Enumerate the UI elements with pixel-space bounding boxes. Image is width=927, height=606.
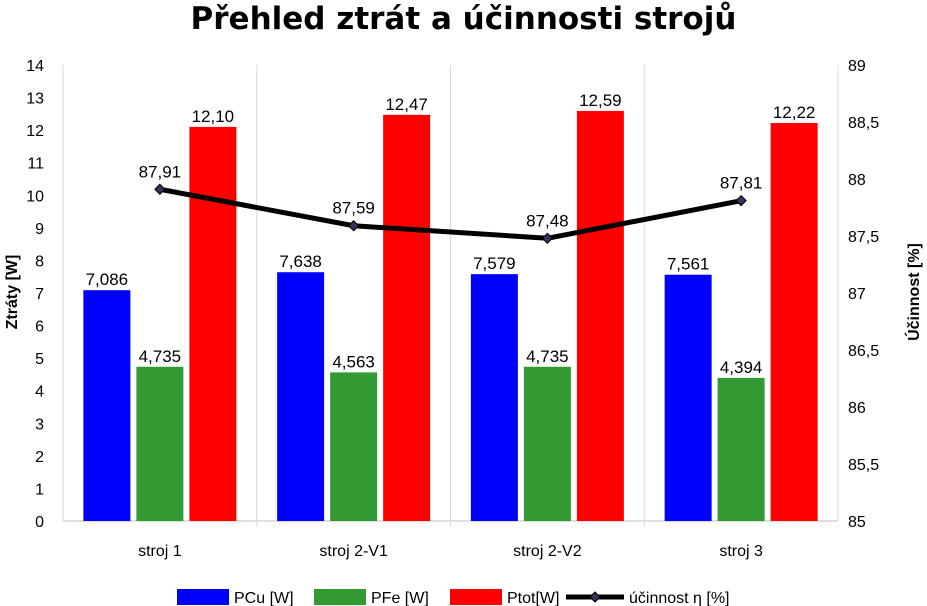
y-tick-label: 13: [26, 91, 44, 108]
bar: [277, 272, 325, 521]
y-tick-label: 8: [35, 253, 44, 270]
efficiency-line-path: [159, 186, 742, 241]
efficiency-point: [541, 232, 554, 244]
bar: [383, 114, 431, 521]
efficiency-data-label: 87,48: [526, 211, 569, 230]
legend-swatch: [450, 589, 502, 605]
chart-title: Přehled ztrát a účinnosti strojů: [190, 1, 737, 37]
y2-tick-label: 86,5: [848, 343, 879, 360]
y2-tick-label: 87,5: [848, 229, 879, 246]
y2-tick-label: 87: [848, 286, 866, 303]
y2-tick-label: 88: [848, 172, 866, 189]
bar: [523, 366, 571, 521]
x-axis-ticks: stroj 1 stroj 2-V1 stroj 2-V2 stroj 3: [138, 543, 763, 560]
y2-tick-label: 88,5: [848, 115, 879, 132]
bar-data-label: 12,22: [773, 103, 816, 122]
legend-item: účinnost η [%]: [566, 590, 730, 606]
bar-data-label: 12,10: [192, 107, 235, 126]
legend-item: PFe [W]: [314, 589, 429, 606]
bar: [83, 290, 131, 521]
x-tick-label: stroj 3: [719, 543, 763, 560]
data-labels: 7,086 4,735 12,10 7,638 4,563 12,47 7,579 4,735…: [86, 91, 816, 377]
bar-data-label: 7,086: [86, 270, 129, 289]
legend-item: PCu [W]: [177, 589, 294, 606]
y2-tick-label: 85: [848, 514, 866, 531]
legend: PCu [W] PFe [W] Ptot[W] účinnost η [%]: [177, 589, 730, 606]
legend-label: účinnost η [%]: [629, 590, 730, 606]
bar-data-label: 4,735: [139, 347, 182, 366]
y-tick-label: 12: [26, 123, 44, 140]
bar-data-label: 4,394: [720, 358, 763, 377]
legend-swatch: [314, 589, 366, 605]
y-tick-label: 11: [27, 156, 44, 173]
bar: [770, 122, 818, 521]
y-tick-label: 1: [35, 481, 44, 498]
y-tick-label: 14: [26, 58, 44, 75]
y2-tick-label: 89: [848, 58, 866, 75]
bar-data-label: 4,563: [332, 352, 375, 371]
bar-data-label: 7,638: [279, 252, 322, 271]
y2-tick-label: 85,5: [848, 457, 879, 474]
y-tick-label: 3: [35, 416, 44, 433]
y-tick-label: 6: [35, 319, 44, 336]
legend-label: Ptot[W]: [507, 590, 559, 606]
bar-data-label: 7,579: [473, 254, 516, 273]
efficiency-data-label: 87,91: [139, 162, 182, 181]
x-tick-label: stroj 1: [138, 543, 182, 560]
efficiency-point: [735, 194, 747, 207]
bar: [717, 377, 765, 521]
y-tick-label: 10: [26, 188, 44, 205]
y2-tick-label: 86: [848, 400, 866, 417]
bar: [136, 366, 184, 521]
efficiency-line: [154, 183, 747, 244]
bar-data-label: 12,59: [579, 91, 622, 110]
bar: [664, 274, 712, 521]
efficiency-point: [347, 220, 360, 232]
legend-label: PFe [W]: [371, 590, 429, 606]
x-tick-label: stroj 2-V2: [513, 543, 582, 560]
bar: [189, 126, 237, 521]
bars: [83, 110, 818, 521]
legend-marker: [589, 591, 601, 603]
bar-data-label: 7,561: [667, 255, 710, 274]
bar: [330, 372, 378, 521]
bar-data-label: 4,735: [526, 347, 569, 366]
y2-axis-ticks: 85 85,5 86 86,5 87 87,5 88 88,5 89: [848, 58, 879, 531]
efficiency-data-label: 87,59: [332, 199, 375, 218]
y-tick-label: 5: [35, 351, 44, 368]
legend-label: PCu [W]: [234, 590, 294, 606]
y-tick-label: 9: [35, 221, 44, 238]
y-tick-label: 2: [35, 449, 44, 466]
y-tick-label: 7: [35, 286, 44, 303]
bar-data-label: 12,47: [385, 95, 428, 114]
y-tick-label: 4: [35, 384, 44, 401]
y2-axis-title: Účinnost [%]: [904, 243, 923, 341]
legend-swatch: [177, 589, 229, 605]
efficiency-data-label: 87,81: [720, 174, 763, 193]
efficiency-point: [154, 183, 166, 195]
legend-item: Ptot[W]: [450, 589, 559, 606]
y-axis-title: Ztráty [W]: [4, 255, 21, 330]
bar: [470, 274, 518, 521]
y-tick-label: 0: [35, 514, 44, 531]
bar: [576, 110, 624, 521]
x-tick-label: stroj 2-V1: [319, 543, 388, 560]
